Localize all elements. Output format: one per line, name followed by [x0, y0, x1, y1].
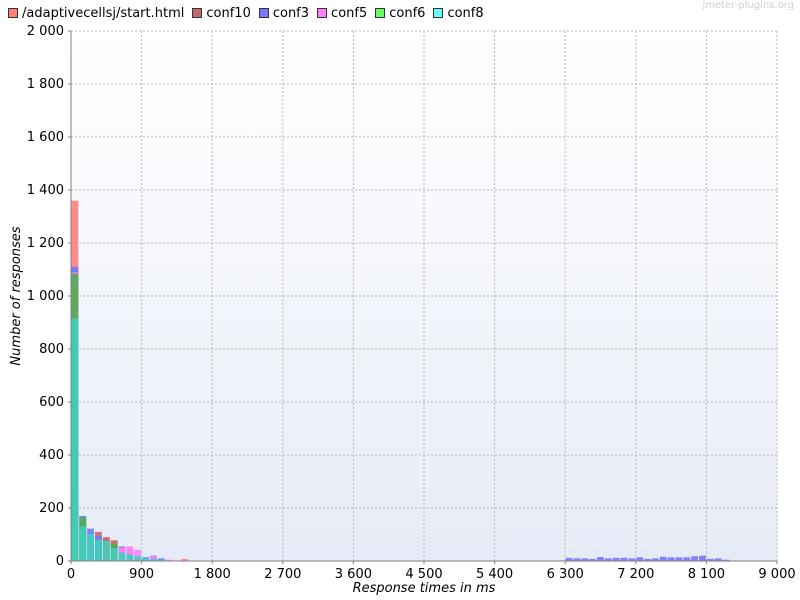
x-tick-label: 2 700 — [264, 567, 301, 582]
legend-label-conf8: conf8 — [447, 5, 484, 21]
bar-conf3 — [612, 557, 620, 561]
bar-conf3 — [636, 557, 644, 561]
legend: /adaptivecellsj/start.html conf10 conf3 … — [8, 5, 492, 21]
y-tick-label: 1 800 — [27, 77, 64, 92]
y-tick-label: 1 400 — [27, 183, 64, 198]
bar-conf3 — [699, 555, 706, 561]
x-tick-label: 1 800 — [194, 567, 231, 582]
bar-conf3 — [573, 558, 581, 561]
y-tick-label: 1 200 — [27, 236, 64, 251]
bar-conf8 — [149, 558, 157, 561]
legend-label-start-html: /adaptivecellsj/start.html — [22, 5, 185, 21]
bar-conf3 — [651, 558, 659, 561]
bar-conf3 — [667, 557, 675, 561]
legend-swatch-conf8 — [433, 8, 444, 18]
bar-conf3 — [683, 557, 691, 561]
bar-conf8 — [134, 556, 142, 561]
y-tick-label: 2 000 — [27, 24, 64, 39]
bar-conf5 — [181, 559, 189, 561]
y-tick-label: 200 — [39, 501, 64, 516]
x-tick-label: 4 500 — [405, 567, 442, 582]
legend-item-conf3: conf3 — [258, 5, 310, 21]
legend-label-conf5: conf5 — [331, 5, 368, 21]
legend-label-conf6: conf6 — [389, 5, 426, 21]
bar-conf3 — [706, 558, 714, 561]
bars — [71, 200, 730, 561]
grid — [71, 30, 778, 561]
legend-swatch-conf6 — [375, 8, 386, 18]
bar-conf3 — [691, 556, 699, 561]
x-tick-label: 8 100 — [688, 567, 725, 582]
bar-conf3 — [714, 558, 722, 561]
y-tick-label: 0 — [56, 554, 64, 569]
bar-conf3 — [597, 557, 604, 561]
bar-conf8 — [102, 541, 110, 561]
y-tick-label: 600 — [39, 395, 64, 410]
bar-conf3 — [620, 557, 628, 561]
bar-conf8 — [110, 548, 118, 561]
legend-item-conf10: conf10 — [192, 5, 251, 21]
y-tick-label: 1 000 — [27, 289, 64, 304]
legend-item-conf5: conf5 — [317, 6, 367, 21]
legend-label-conf10: conf10 — [206, 5, 251, 21]
legend-swatch-conf10 — [192, 8, 203, 18]
legend-swatch-start-html — [8, 8, 18, 18]
bar-conf5 — [126, 546, 134, 561]
x-tick-label: 9 000 — [758, 567, 795, 582]
bar-conf3 — [581, 558, 589, 561]
bar-conf3 — [659, 556, 667, 561]
bar-conf8 — [118, 552, 126, 561]
watermark: jmeter-plugins.org — [702, 0, 794, 11]
x-tick-label: 6 300 — [547, 567, 584, 582]
x-tick-label: 5 400 — [476, 567, 513, 582]
bar-conf3 — [589, 558, 597, 561]
bar-conf8 — [79, 526, 87, 561]
y-tick-label: 1 600 — [27, 130, 64, 145]
bar-conf8 — [142, 558, 149, 561]
legend-label-conf3: conf3 — [272, 5, 310, 21]
x-tick-label: 7 200 — [617, 567, 654, 582]
bar-conf8 — [87, 534, 95, 561]
bar-conf3 — [675, 557, 683, 561]
x-tick-label: 0 — [67, 567, 75, 582]
bar-conf3 — [628, 558, 636, 561]
bar-conf5 — [149, 556, 157, 561]
bar-conf5 — [165, 559, 173, 561]
y-axis-title: Number of responses — [9, 226, 24, 365]
bar-conf3 — [565, 557, 573, 561]
bar-conf5 — [134, 549, 142, 561]
axes: 0 200 400 600 800 1 000 1 200 1 400 1 600 1 800 2 … — [27, 24, 796, 582]
y-tick-label: 400 — [39, 448, 64, 463]
legend-item-conf8: conf8 — [433, 5, 484, 21]
x-axis-title: Response times in ms — [353, 581, 496, 596]
bar-conf8 — [126, 554, 134, 561]
legend-swatch-conf5 — [317, 8, 328, 18]
x-tick-label: 900 — [129, 567, 154, 582]
bar-conf8 — [95, 539, 102, 561]
legend-item-start-html: /adaptivecellsj/start.html — [8, 6, 184, 21]
bar-conf8 — [71, 318, 79, 561]
x-tick-label: 3 600 — [335, 567, 372, 582]
legend-item-conf6: conf6 — [375, 6, 425, 21]
bar-conf3 — [644, 558, 651, 561]
bar-conf3 — [722, 559, 730, 561]
bar-conf3 — [604, 558, 612, 561]
legend-swatch-conf3 — [258, 8, 269, 18]
bar-conf8 — [157, 559, 165, 561]
y-tick-label: 800 — [39, 342, 64, 357]
